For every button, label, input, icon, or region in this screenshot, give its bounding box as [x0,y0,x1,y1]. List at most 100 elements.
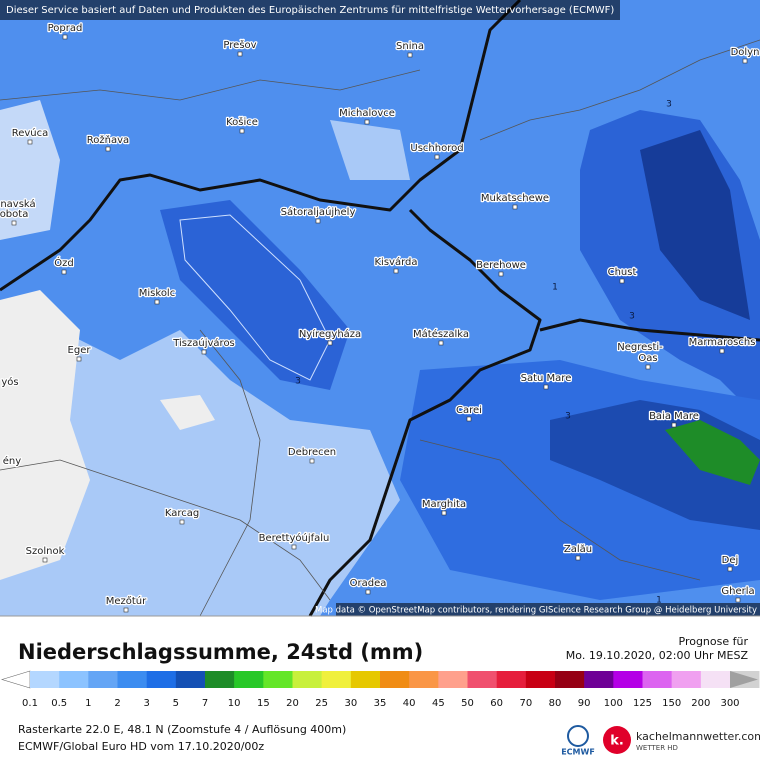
contour [179,214,331,381]
place-marker [393,268,399,274]
colorbar-label: 3 [143,698,149,709]
admin-border [0,69,421,101]
place-marker [498,271,504,277]
colorbar-cell [205,671,235,688]
colorbar-cell [380,671,410,688]
light-rain-area [0,100,60,240]
colorbar-label: 125 [633,698,652,709]
grid-info: Rasterkarte 22.0 E, 48.1 N (Zoomstufe 4 … [18,723,346,736]
place-marker [76,356,82,362]
colorbar-cell [146,671,177,688]
place-label: Uschhorod [410,143,463,154]
site-name: kachelmannwetter.com [636,730,760,743]
colorbar-label: 100 [604,698,623,709]
place-label: Eger [68,345,92,356]
place-label: Michalovce [339,108,395,119]
place-label: Marghita [422,499,466,510]
very-heavy-rain-area [665,420,760,485]
contour-label: 3 [629,312,635,322]
place-label: Kisvárda [374,256,417,268]
place-label: Karcag [165,508,199,519]
place-label: Carei [456,405,482,416]
admin-border [419,439,701,581]
colorbar-label: 150 [662,698,681,709]
colorbar-label: 200 [691,698,710,709]
place-label: Satu Mare [521,373,572,384]
place-label: yós [1,376,18,388]
ecmwf-icon [567,725,589,747]
place-label: Košice [226,116,258,128]
place-marker [309,458,315,464]
place-label: Dolyn [731,47,760,58]
light-rain-area [0,330,400,616]
place-marker [62,34,68,40]
colorbar-label: 30 [344,698,357,709]
light-rain-area [330,120,410,180]
place-label: Sátoraljaújhely [281,206,356,218]
place-marker [719,348,725,354]
colorbar-cell [409,671,439,688]
place-label: Negresti- [617,342,663,353]
colorbar-cell [671,671,702,688]
place-marker [327,340,333,346]
place-marker [466,416,472,422]
place-label: Mezőtúr [106,595,147,607]
place-marker [434,154,440,160]
place-marker [575,555,581,561]
place-label: Berehowe [476,260,526,271]
colorbar-cell [30,671,60,688]
colorbar-cell [642,671,672,688]
contour-label: 3 [565,412,571,422]
colorbar-cell [292,671,322,688]
place-marker [154,299,160,305]
place-label: Revúca [12,127,49,139]
place-marker [237,51,243,57]
colorbar-label: 300 [720,698,739,709]
contour-label: 3 [295,377,301,387]
colorbar-label: 60 [490,698,503,709]
place-marker [512,204,518,210]
heavy-rain-area [640,130,750,320]
place-marker [201,349,207,355]
place-label: Prešov [223,39,256,51]
colorbar-cell [59,671,89,688]
colorbar-label: 2 [114,698,120,709]
country-border [0,0,522,292]
contour-label: 1 [656,596,662,606]
contour-label: 3 [666,100,672,110]
place-marker [365,589,371,595]
place-marker [123,607,129,613]
no-rain-area [160,395,215,430]
place-label: Mukatschewe [481,193,549,204]
place-marker [735,597,741,603]
ecmwf-logo: ECMWF [561,748,595,757]
place-label: Dej [722,555,739,566]
place-label: obota [0,209,28,220]
attribution-bar [336,603,760,616]
site-icon-bg [603,726,631,754]
place-marker [315,218,321,224]
header-bar [0,0,620,20]
place-label: Miskolc [139,288,175,299]
colorbar-cell [234,671,264,688]
colorbar-label: 0.5 [51,698,67,709]
colorbar-cell [613,671,643,688]
colorbar-cell [350,671,381,688]
place-marker [179,519,185,525]
colorbar-below [0,670,31,689]
place-label: Ózd [54,256,73,269]
place-marker [619,278,625,284]
colorbar-label: 40 [403,698,416,709]
colorbar-cell [496,671,527,688]
place-label: Tiszaújváros [172,337,235,349]
place-label: Poprad [48,23,83,34]
admin-border [0,459,331,601]
place-marker [239,128,245,134]
site-tagline: WETTER HD [636,744,678,752]
colorbar-cell [88,671,118,688]
place-marker [742,58,748,64]
place-label: ény [3,455,21,467]
place-marker [645,364,651,370]
place-label: Snina [396,41,424,52]
